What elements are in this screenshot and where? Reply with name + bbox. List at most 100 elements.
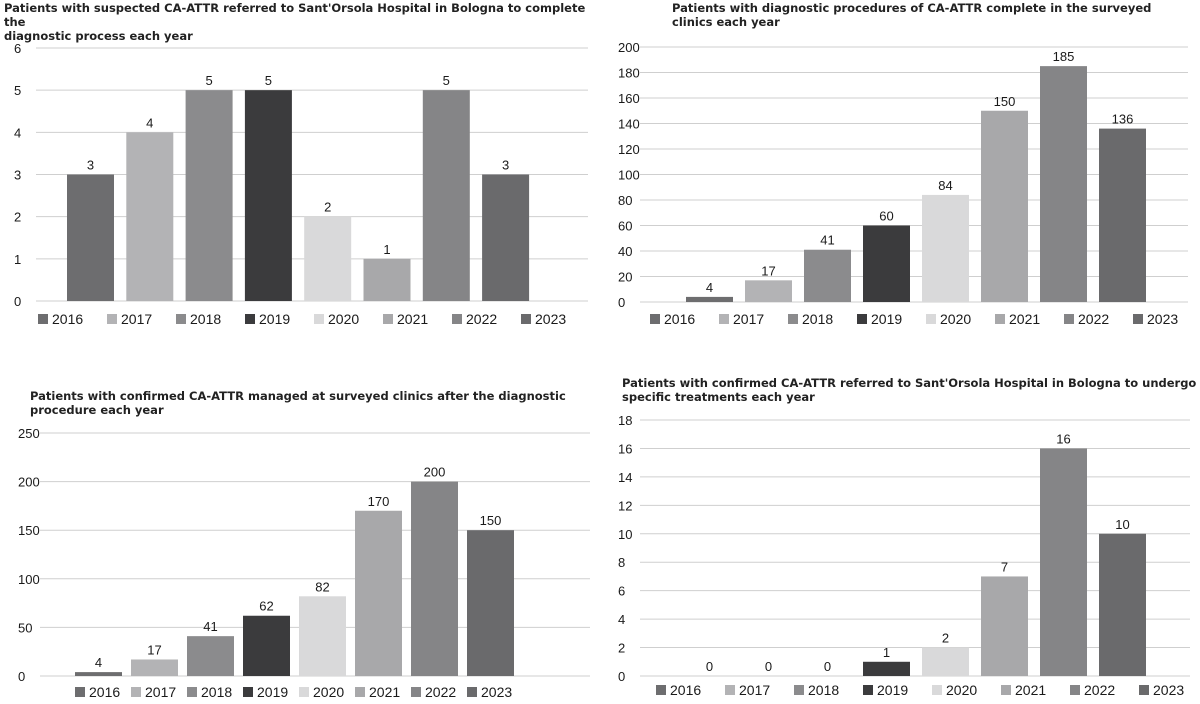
legend-swatch-2016 xyxy=(75,687,85,697)
bar-chart-diagnostic-complete: 0 20 40 60 80 100 120 140 160 180 200 4 17 41 60 84 150 1… xyxy=(618,40,1188,327)
bar-2023 xyxy=(467,530,514,676)
bar-2020 xyxy=(922,194,969,302)
chart-panel-confirmed-treatments: Patients with confirmed CA-ATTR referred… xyxy=(600,370,1200,704)
legend-label-2019: 2019 xyxy=(877,682,908,698)
legend-swatch-2020 xyxy=(932,685,942,695)
legend-swatch-2018 xyxy=(788,314,798,324)
data-label-2020: 82 xyxy=(315,579,329,594)
y-tick-label: 0 xyxy=(618,295,625,310)
legend-swatch-2021 xyxy=(355,687,365,697)
y-tick-label: 4 xyxy=(618,612,625,627)
bar-2020 xyxy=(299,596,346,676)
legend-label-2021: 2021 xyxy=(1015,682,1046,698)
bar-2018 xyxy=(185,90,233,302)
data-label-2023: 136 xyxy=(1112,112,1134,127)
legend-label-2018: 2018 xyxy=(190,311,221,327)
legend-label-2017: 2017 xyxy=(739,682,770,698)
legend-label-2019: 2019 xyxy=(871,311,902,327)
bar-2023 xyxy=(482,174,530,301)
bar-2022 xyxy=(411,481,458,676)
data-label-2018: 5 xyxy=(205,73,212,88)
bar-2022 xyxy=(1040,448,1087,676)
data-label-2019: 60 xyxy=(879,209,893,224)
y-tick-label: 200 xyxy=(18,475,40,490)
legend-label-2018: 2018 xyxy=(808,682,839,698)
data-label-2022: 200 xyxy=(424,465,446,480)
legend-label-2019: 2019 xyxy=(257,684,288,700)
legend-label-2021: 2021 xyxy=(397,311,428,327)
legend-label-2017: 2017 xyxy=(145,684,176,700)
legend-swatch-2020 xyxy=(314,314,324,324)
bar-2017 xyxy=(126,132,174,301)
data-label-2019: 5 xyxy=(265,73,272,88)
y-tick-label: 0 xyxy=(14,294,21,309)
bar-2022 xyxy=(422,90,470,302)
bar-2019 xyxy=(863,661,910,676)
legend-swatch-2019 xyxy=(243,687,253,697)
y-tick-label: 14 xyxy=(618,470,632,485)
data-label-2023: 3 xyxy=(502,158,509,173)
legend-label-2017: 2017 xyxy=(733,311,764,327)
data-label-2017: 17 xyxy=(147,642,161,657)
legend-label-2017: 2017 xyxy=(121,311,152,327)
y-tick-label: 4 xyxy=(14,125,21,140)
chart-panel-confirmed-managed: Patients with confirmed CA-ATTR managed … xyxy=(0,380,600,704)
legend-swatch-2020 xyxy=(299,687,309,697)
legend-swatch-2022 xyxy=(411,687,421,697)
y-tick-label: 2 xyxy=(14,210,21,225)
legend-swatch-2021 xyxy=(1001,685,1011,695)
legend-swatch-2023 xyxy=(467,687,477,697)
legend-label-2016: 2016 xyxy=(670,682,701,698)
y-tick-label: 6 xyxy=(618,584,625,599)
legend-swatch-2022 xyxy=(1064,314,1074,324)
y-tick-label: 8 xyxy=(618,555,625,570)
legend-swatch-2023 xyxy=(521,314,531,324)
chart-title: Patients with diagnostic procedures of C… xyxy=(672,1,1152,29)
legend-label-2016: 2016 xyxy=(664,311,695,327)
legend-swatch-2017 xyxy=(131,687,141,697)
data-label-2016: 0 xyxy=(706,659,713,674)
y-tick-label: 12 xyxy=(618,498,632,513)
legend-swatch-2023 xyxy=(1133,314,1143,324)
y-tick-label: 40 xyxy=(618,244,632,259)
legend-label-2019: 2019 xyxy=(259,311,290,327)
y-tick-label: 0 xyxy=(18,669,25,684)
data-label-2020: 2 xyxy=(942,631,949,646)
legend-label-2023: 2023 xyxy=(535,311,566,327)
legend-swatch-2019 xyxy=(857,314,867,324)
bar-2017 xyxy=(131,659,178,676)
bar-chart-suspected-referred: 0 1 2 3 4 5 6 3 4 5 5 2 1 5 3 2016 2017 2018 2019 2020 2021 2… xyxy=(14,41,588,327)
y-tick-label: 120 xyxy=(618,142,640,157)
bar-2016 xyxy=(75,672,122,676)
legend-swatch-2021 xyxy=(995,314,1005,324)
legend-label-2023: 2023 xyxy=(481,684,512,700)
data-label-2016: 4 xyxy=(95,655,102,670)
data-label-2023: 150 xyxy=(480,513,502,528)
bar-chart-confirmed-managed: 0 50 100 150 200 250 4 17 41 62 82 170 200 150 2016 201… xyxy=(18,426,590,700)
data-label-2019: 62 xyxy=(259,599,273,614)
y-tick-label: 250 xyxy=(18,426,40,441)
legend-label-2021: 2021 xyxy=(369,684,400,700)
legend-label-2023: 2023 xyxy=(1153,682,1184,698)
legend-label-2020: 2020 xyxy=(313,684,344,700)
bar-2018 xyxy=(187,636,234,676)
y-tick-label: 50 xyxy=(18,620,32,635)
legend-label-2022: 2022 xyxy=(425,684,456,700)
bar-2021 xyxy=(363,258,411,301)
legend-swatch-2016 xyxy=(650,314,660,324)
legend-swatch-2018 xyxy=(187,687,197,697)
y-tick-label: 18 xyxy=(618,413,632,428)
legend-swatch-2016 xyxy=(656,685,666,695)
y-tick-label: 16 xyxy=(618,441,632,456)
legend-swatch-2021 xyxy=(383,314,393,324)
y-tick-label: 6 xyxy=(14,41,21,56)
legend-swatch-2016 xyxy=(38,314,48,324)
data-label-2021: 170 xyxy=(368,494,390,509)
y-tick-label: 3 xyxy=(14,168,21,183)
data-label-2018: 41 xyxy=(820,233,834,248)
y-tick-label: 100 xyxy=(18,572,40,587)
legend-label-2020: 2020 xyxy=(328,311,359,327)
bar-2019 xyxy=(244,90,292,302)
legend-swatch-2019 xyxy=(245,314,255,324)
